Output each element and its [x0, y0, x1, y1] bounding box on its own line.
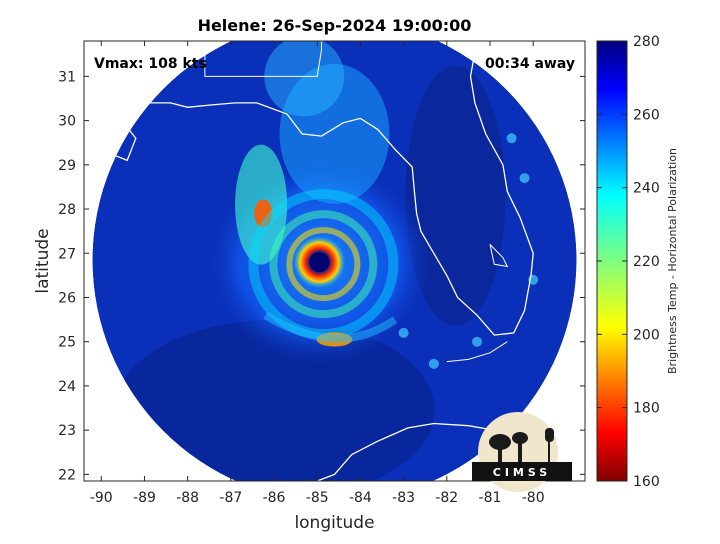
spiral-band [269, 210, 378, 319]
colorbar-tick-label: 240 [633, 181, 660, 197]
convection-cell [398, 327, 409, 338]
y-tick-label: 31 [58, 69, 76, 85]
outer-rainband [263, 311, 398, 343]
spiral-band [286, 227, 361, 302]
colorbar-label: Brightness Temp - Horizontal Polarizatio… [666, 148, 679, 374]
convection-cell [519, 173, 530, 184]
time-offset-annotation: 00:34 away [485, 56, 575, 72]
coastlines [84, 41, 585, 481]
logo-text: CIMSS [493, 466, 551, 479]
x-tick-label: -84 [349, 490, 372, 506]
y-axis: 22 23 24 25 26 27 28 29 30 31 [58, 69, 585, 483]
plot-frame [83, 40, 586, 482]
gulf-florida-coastline [84, 41, 534, 336]
logo-tower-tank [545, 428, 554, 442]
colorbar-tick-label: 160 [633, 474, 660, 490]
colorbar-tick-label: 180 [633, 401, 660, 417]
x-tick-label: -80 [522, 490, 545, 506]
convection-cell [472, 336, 483, 347]
colorbar-ticks: 160 180 200 220 240 260 280 [597, 34, 660, 490]
colorbar-tick-label: 220 [633, 254, 660, 270]
cimss-logo: CIMSS [472, 412, 572, 492]
state-border [204, 41, 322, 77]
y-axis-label: latitude [33, 228, 53, 293]
logo-mast-left [498, 448, 502, 464]
chart-title: Helene: 26-Sep-2024 19:00:00 [198, 16, 472, 35]
y-tick-label: 28 [58, 202, 76, 218]
y-tick-label: 27 [58, 246, 76, 262]
convection-cell [428, 358, 439, 369]
brightness-temperature-field [92, 41, 577, 481]
y-tick-label: 30 [58, 114, 76, 130]
x-tick-label: -88 [176, 490, 199, 506]
x-axis-label: longitude [294, 513, 374, 533]
y-tick-label: 26 [58, 290, 76, 306]
logo-dish-mid [512, 432, 528, 444]
logo-mast-mid [518, 443, 522, 463]
y-tick-label: 23 [58, 423, 76, 439]
y-tick-label: 22 [58, 467, 76, 483]
x-tick-label: -83 [392, 490, 415, 506]
x-tick-label: -87 [219, 490, 242, 506]
lake-okeechobee [489, 244, 509, 268]
cold-sea-region [114, 319, 435, 481]
x-tick-label: -81 [479, 490, 502, 506]
colorbar-tick-label: 260 [633, 107, 660, 123]
x-tick-label: -82 [435, 490, 458, 506]
logo-dish-left [489, 434, 511, 450]
y-tick-label: 29 [58, 158, 76, 174]
eye [309, 252, 330, 273]
x-tick-label: -86 [263, 490, 286, 506]
y-tick-label: 24 [58, 379, 76, 395]
florida-keys [446, 341, 508, 363]
x-tick-label: -89 [133, 490, 156, 506]
y-tick-label: 25 [58, 335, 76, 351]
x-axis: -90 -89 -88 -87 -86 -85 -84 -83 -82 -81 -80 [90, 41, 545, 506]
x-tick-label: -85 [306, 490, 329, 506]
logo-banner [472, 462, 572, 481]
western-convection-cell [254, 199, 273, 228]
vmax-annotation: Vmax: 108 kts [94, 56, 207, 72]
colorbar-tick-label: 200 [633, 327, 660, 343]
colorbar-tick-label: 280 [633, 34, 660, 50]
x-tick-label: -90 [90, 490, 113, 506]
convection-cell [506, 133, 517, 144]
